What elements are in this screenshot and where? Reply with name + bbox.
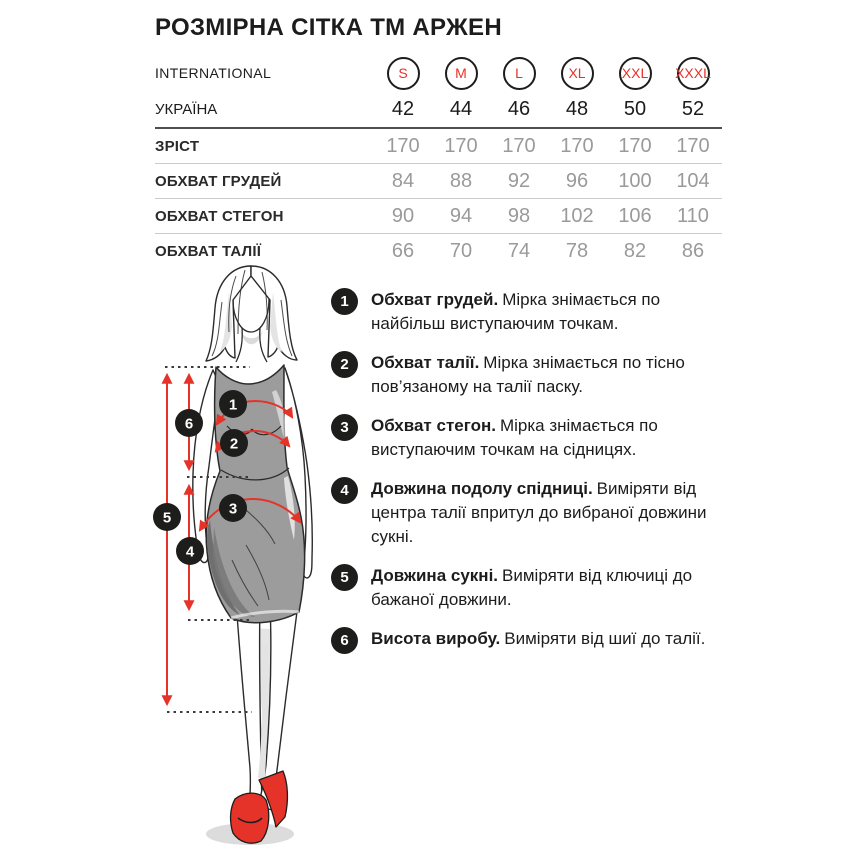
instruction-text: Обхват грудей. Мірка знімається по найбіл… (371, 290, 661, 333)
international-label: INTERNATIONAL (155, 65, 272, 81)
marker-1: 1 (219, 390, 247, 418)
size-badge-l: L (502, 56, 536, 90)
ua-size: 42 (391, 97, 415, 120)
instruction-item-3: 3 Обхват стегон. Мірка знімається по вист… (331, 414, 731, 462)
cell-value: 170 (386, 134, 420, 157)
ukraine-label: УКРАЇНА (155, 100, 218, 118)
marker-3: 3 (219, 494, 247, 522)
cell-value: 78 (565, 239, 589, 262)
table-row-waist: ОБХВАТ ТАЛІЇ 66 70 74 78 82 86 (155, 234, 722, 268)
page-title: РОЗМІРНА СІТКА ТМ АРЖЕН (155, 14, 502, 41)
instruction-text: Довжина сукні. Виміряти від ключиці до ба… (371, 566, 693, 609)
cell-value: 170 (502, 134, 536, 157)
svg-text:3: 3 (229, 500, 237, 517)
cell-value: 86 (681, 239, 705, 262)
hair (205, 265, 298, 362)
cell-value: 70 (449, 239, 473, 262)
svg-text:2: 2 (230, 435, 238, 452)
cell-value: 170 (560, 134, 594, 157)
instruction-number-badge: 5 (331, 564, 358, 591)
cell-value: 110 (677, 204, 709, 227)
instruction-item-4: 4 Довжина подолу спідниці. Виміряти від ц… (331, 477, 731, 549)
row-label: ОБХВАТ СТЕГОН (155, 207, 284, 225)
marker-4: 4 (176, 537, 204, 565)
table-divider (155, 127, 722, 129)
row-label: ОБХВАТ ТАЛІЇ (155, 242, 262, 260)
size-badge-xxl: XXL (618, 56, 652, 90)
ua-size: 50 (623, 97, 647, 120)
ua-size: 46 (507, 97, 531, 120)
cell-value: 98 (507, 204, 531, 227)
ua-size: 44 (449, 97, 473, 120)
size-badge-m: M (444, 56, 478, 90)
instruction-text: Висота виробу. Виміряти від шиї до талії. (371, 629, 706, 648)
cell-value: 94 (449, 204, 473, 227)
size-table: INTERNATIONAL S M L XL XXL XXXL УКРАЇНА … (155, 55, 722, 268)
ua-size: 48 (565, 97, 589, 120)
cell-value: 96 (565, 169, 589, 192)
dotted-reference-lines (165, 366, 252, 713)
cell-value: 170 (676, 134, 710, 157)
size-badge-xxxl: XXXL (675, 56, 711, 90)
cell-value: 102 (560, 204, 594, 227)
cell-value: 66 (391, 239, 415, 262)
svg-text:1: 1 (229, 396, 237, 413)
size-badge-s: S (386, 56, 420, 90)
table-row-ukraine: УКРАЇНА 42 44 46 48 50 52 (155, 91, 722, 127)
cell-value: 170 (618, 134, 652, 157)
figure-markers: 1 2 3 4 5 6 (153, 390, 248, 565)
instruction-item-2: 2 Обхват талії. Мірка знімається по тісно… (331, 351, 731, 399)
instruction-number-badge: 4 (331, 477, 358, 504)
size-badge-xl: XL (560, 56, 594, 90)
table-row-international: INTERNATIONAL S M L XL XXL XXXL (155, 55, 722, 91)
cell-value: 100 (618, 169, 652, 192)
model-figure-illustration: 1 2 3 4 5 6 (153, 265, 313, 845)
instruction-item-1: 1 Обхват грудей. Мірка знімається по найб… (331, 288, 731, 336)
cell-value: 90 (391, 204, 415, 227)
svg-text:4: 4 (186, 543, 195, 560)
cell-value: 106 (618, 204, 652, 227)
arrow-hip-girth (198, 497, 302, 532)
cell-value: 88 (449, 169, 473, 192)
marker-5: 5 (153, 503, 181, 531)
ua-size: 52 (681, 97, 705, 120)
table-row-height: ЗРІСТ 170 170 170 170 170 170 (155, 129, 722, 164)
instruction-text: Довжина подолу спідниці. Виміряти від цен… (371, 479, 707, 546)
marker-6: 6 (175, 409, 203, 437)
cell-value: 84 (391, 169, 415, 192)
cell-value: 74 (507, 239, 531, 262)
marker-2: 2 (220, 429, 248, 457)
cell-value: 92 (507, 169, 531, 192)
cell-value: 104 (676, 169, 710, 192)
instruction-number-badge: 6 (331, 627, 358, 654)
svg-text:6: 6 (185, 415, 193, 432)
instruction-number-badge: 2 (331, 351, 358, 378)
cell-value: 82 (623, 239, 647, 262)
instruction-text: Обхват стегон. Мірка знімається по виступ… (371, 416, 658, 459)
instruction-number-badge: 1 (331, 288, 358, 315)
row-label: ЗРІСТ (155, 137, 200, 155)
row-label: ОБХВАТ ГРУДЕЙ (155, 172, 282, 190)
measurement-instructions: 1 Обхват грудей. Мірка знімається по найб… (331, 288, 731, 654)
cell-value: 170 (444, 134, 478, 157)
instruction-number-badge: 3 (331, 414, 358, 441)
table-row-hips: ОБХВАТ СТЕГОН 90 94 98 102 106 110 (155, 199, 722, 234)
instruction-item-5: 5 Довжина сукні. Виміряти від ключиці до … (331, 564, 731, 612)
instruction-text: Обхват талії. Мірка знімається по тісно п… (371, 353, 685, 396)
red-shoes (229, 770, 289, 844)
instruction-item-6: 6 Висота виробу. Виміряти від шиї до талі… (331, 627, 731, 654)
svg-text:5: 5 (163, 509, 171, 526)
table-row-bust: ОБХВАТ ГРУДЕЙ 84 88 92 96 100 104 (155, 164, 722, 199)
